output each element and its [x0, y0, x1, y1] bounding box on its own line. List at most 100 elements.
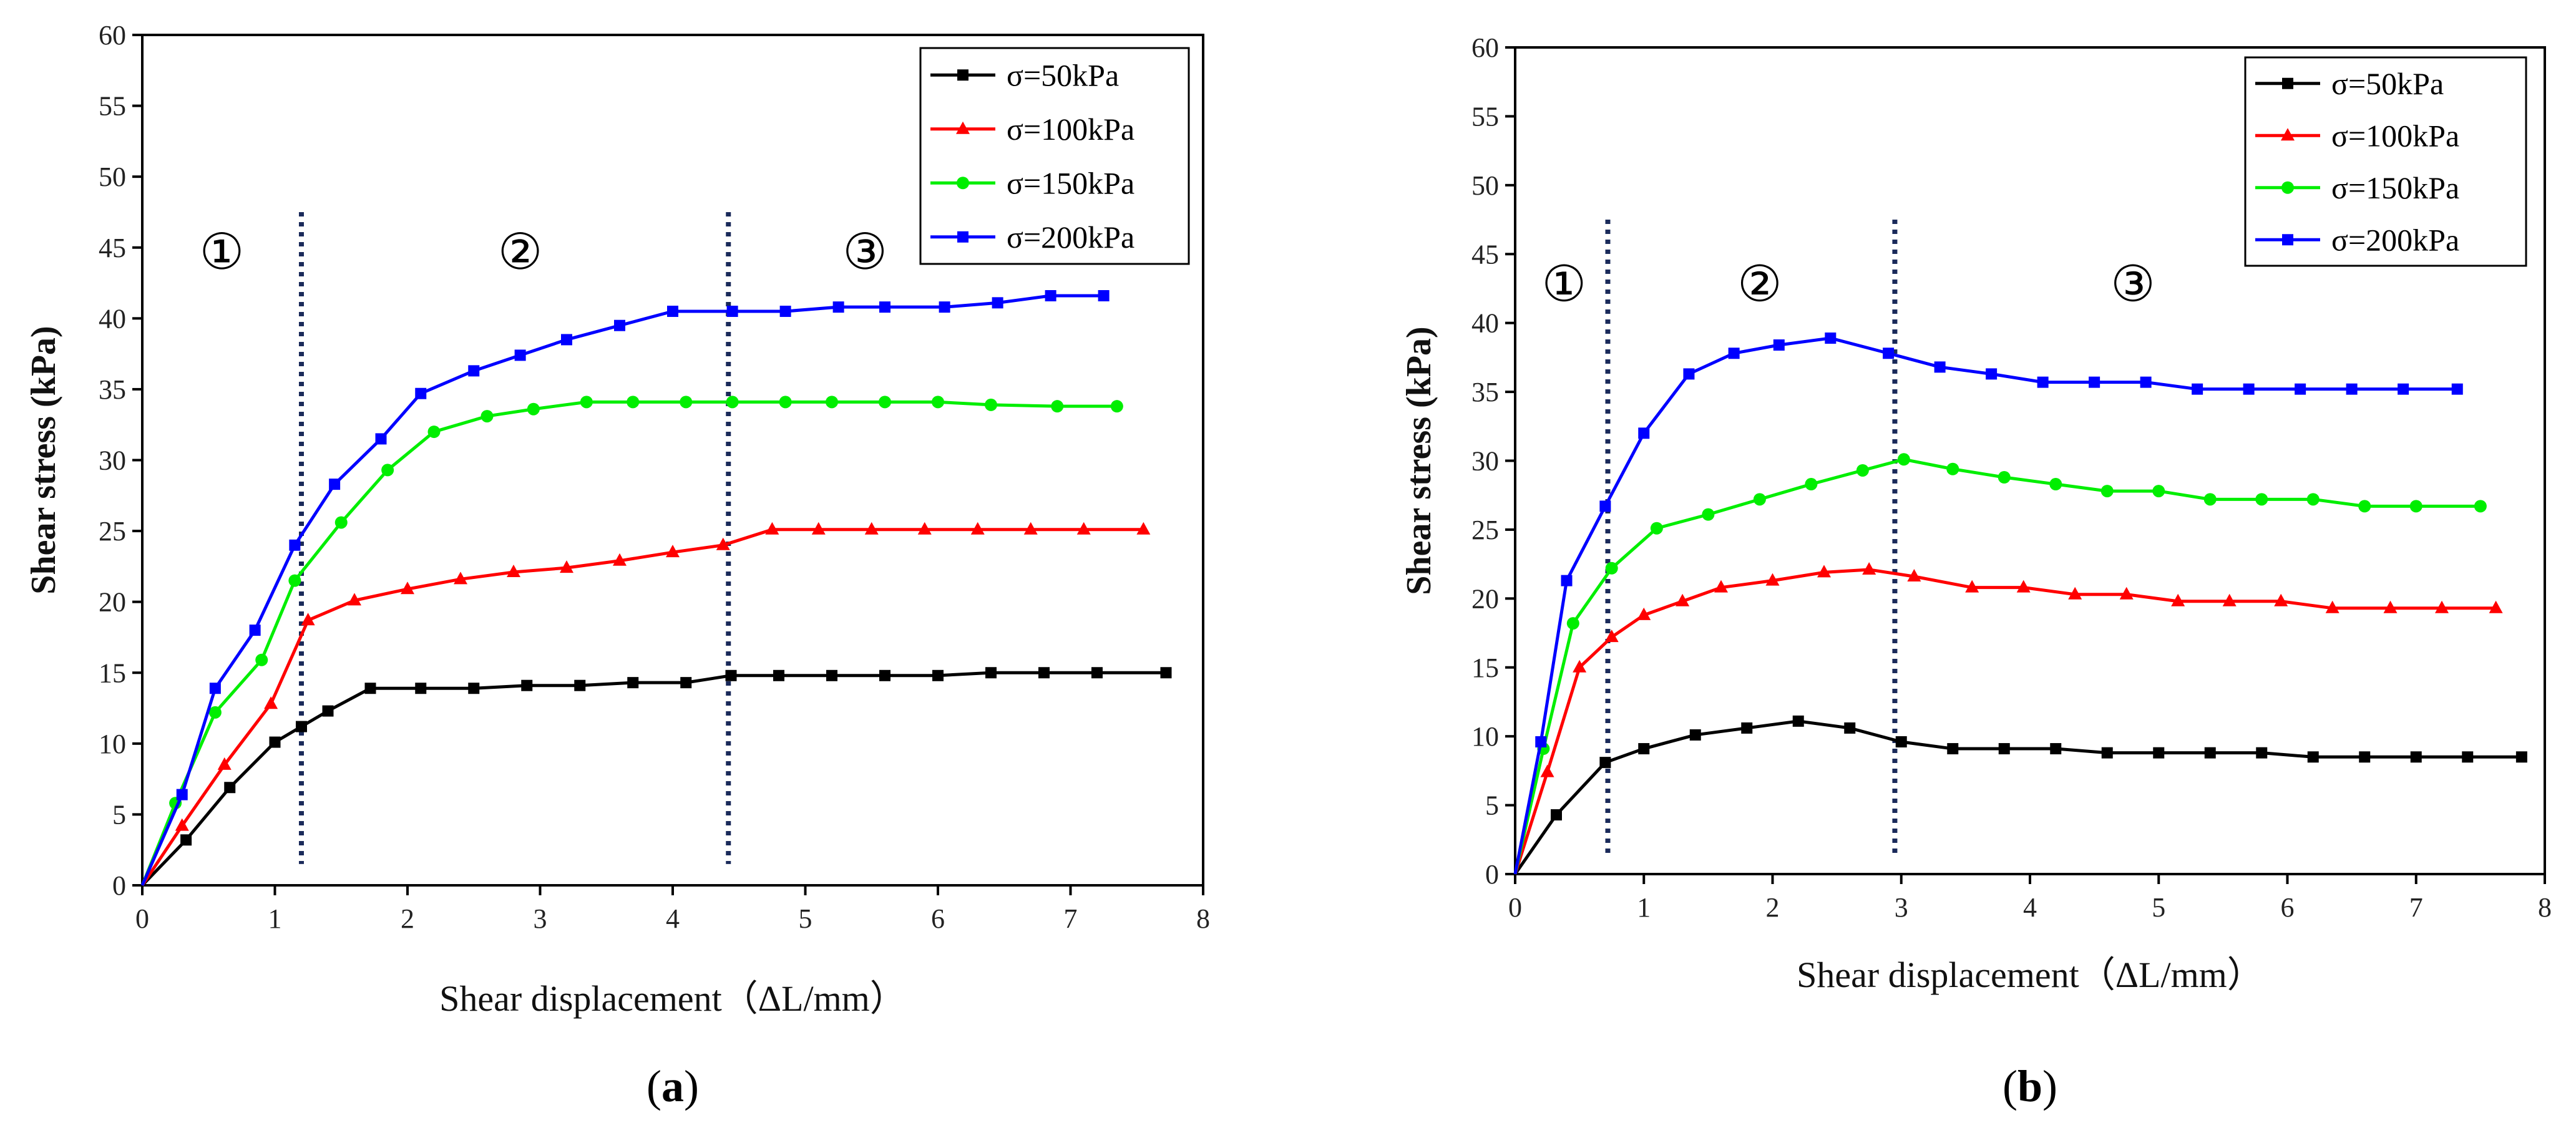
data-point-b-0-16: [2307, 751, 2319, 763]
data-point-b-0-6: [1792, 715, 1804, 727]
data-point-b-2-12: [2049, 478, 2062, 491]
data-point-a-3-17: [939, 301, 950, 313]
data-point-b-3-9: [1883, 348, 1895, 359]
data-point-a-1-18: [1023, 522, 1038, 535]
y-tick-label-b-1: 5: [1485, 790, 1499, 821]
data-point-a-1-8: [507, 564, 520, 577]
y-axis-label-b: Shear stress (kPa): [1400, 326, 1438, 595]
y-tick-label-b-11: 55: [1471, 101, 1499, 132]
legend-label-a-0: σ=50kPa: [1007, 57, 1119, 92]
data-point-b-3-18: [2346, 383, 2358, 395]
data-point-b-1-10: [1907, 569, 1921, 581]
panel-caption-open-b: (: [2003, 1061, 2017, 1111]
panel-caption-open-a: (: [646, 1061, 661, 1111]
x-tick-label-b-6: 6: [2281, 892, 2295, 923]
data-point-a-2-18: [985, 398, 997, 411]
data-point-a-0-17: [932, 669, 944, 681]
data-point-a-2-5: [334, 516, 348, 529]
data-point-a-3-20: [1098, 289, 1110, 301]
data-point-b-2-18: [2358, 500, 2371, 513]
x-tick-label-a-2: 2: [401, 903, 414, 934]
legend-label-a-3: σ=200kPa: [1007, 220, 1134, 255]
data-point-a-0-2: [224, 782, 236, 794]
y-tick-label-a-1: 5: [112, 799, 126, 830]
data-point-b-2-10: [1946, 462, 1959, 475]
y-tick-label-b-6: 30: [1471, 446, 1499, 477]
y-tick-label-a-3: 15: [99, 658, 126, 688]
legend-box-a: [919, 47, 1190, 265]
data-point-a-0-7: [415, 683, 427, 694]
data-point-b-3-10: [1934, 361, 1946, 373]
y-tick-label-b-3: 15: [1471, 653, 1499, 683]
data-point-b-1-21: [2489, 600, 2503, 613]
data-point-b-3-16: [2243, 383, 2255, 395]
y-tick-label-a-12: 60: [99, 20, 126, 51]
data-point-a-0-12: [680, 677, 692, 689]
y-tick-label-a-8: 40: [99, 303, 126, 334]
data-point-a-2-10: [580, 396, 593, 409]
data-point-a-2-9: [527, 402, 540, 416]
data-point-b-0-4: [1689, 729, 1701, 741]
x-tick-label-a-7: 7: [1064, 903, 1078, 934]
data-point-a-1-11: [666, 545, 680, 558]
data-point-a-3-7: [415, 387, 427, 399]
data-point-b-2-8: [1856, 464, 1869, 477]
data-point-a-3-13: [726, 305, 738, 317]
data-point-b-1-15: [2171, 593, 2185, 606]
data-point-a-3-18: [992, 297, 1003, 309]
data-point-a-2-20: [1110, 400, 1123, 413]
data-point-a-1-14: [811, 522, 826, 535]
y-tick-label-a-7: 35: [99, 374, 126, 405]
x-tick-label-a-4: 4: [666, 903, 680, 934]
data-point-b-1-2: [1573, 659, 1587, 673]
legend-marker-b-3: [2282, 234, 2293, 246]
data-point-b-2-6: [1753, 493, 1766, 506]
data-point-a-3-9: [514, 349, 526, 361]
data-point-b-3-3: [1599, 500, 1611, 512]
data-point-b-2-4: [1650, 522, 1663, 535]
data-point-a-3-12: [667, 305, 678, 317]
data-point-b-1-7: [1765, 573, 1780, 586]
y-tick-label-b-7: 35: [1471, 377, 1499, 407]
data-point-a-2-6: [381, 464, 394, 477]
y-tick-label-a-11: 55: [99, 91, 126, 122]
data-point-b-1-5: [1676, 593, 1690, 606]
x-tick-label-b-0: 0: [1508, 892, 1522, 923]
data-point-b-3-15: [2192, 383, 2203, 395]
data-point-b-2-9: [1897, 453, 1910, 466]
data-point-b-3-5: [1683, 368, 1695, 380]
data-point-b-1-13: [2068, 586, 2082, 600]
data-point-b-1-3: [1604, 630, 1619, 643]
x-tick-label-a-5: 5: [799, 903, 812, 934]
data-point-a-0-4: [296, 721, 307, 732]
x-tick-label-a-3: 3: [534, 903, 547, 934]
data-point-b-1-4: [1637, 607, 1651, 620]
data-point-a-2-12: [680, 396, 693, 409]
y-tick-label-b-8: 40: [1471, 308, 1499, 339]
data-point-a-2-19: [1051, 400, 1064, 413]
legend-marker-a-3: [957, 231, 968, 243]
legend-box-b: [2244, 56, 2527, 267]
y-tick-label-b-0: 0: [1485, 859, 1499, 890]
data-point-a-0-13: [725, 669, 737, 681]
data-point-b-1-9: [1862, 562, 1876, 575]
series-line-b-1: [1513, 568, 2496, 875]
data-point-a-3-2: [209, 683, 221, 694]
legend-label-b-0: σ=50kPa: [2331, 66, 2444, 101]
data-point-b-2-13: [2100, 485, 2114, 498]
data-point-a-3-6: [375, 433, 387, 445]
y-tick-label-a-6: 30: [99, 445, 126, 476]
data-point-b-0-14: [2204, 747, 2216, 759]
data-point-a-3-1: [176, 789, 188, 800]
data-point-b-0-9: [1947, 743, 1959, 755]
panel-caption-close-b: ): [2042, 1061, 2057, 1111]
y-tick-label-a-4: 20: [99, 587, 126, 618]
data-point-a-1-3: [264, 696, 278, 709]
data-point-a-2-4: [288, 574, 301, 587]
data-point-a-2-16: [879, 396, 891, 409]
y-axis-label-a: Shear stress (kPa): [24, 326, 63, 594]
region-label-b-2: ③: [2110, 257, 2155, 312]
data-point-a-1-16: [917, 522, 932, 535]
y-tick-label-b-5: 25: [1471, 515, 1499, 545]
